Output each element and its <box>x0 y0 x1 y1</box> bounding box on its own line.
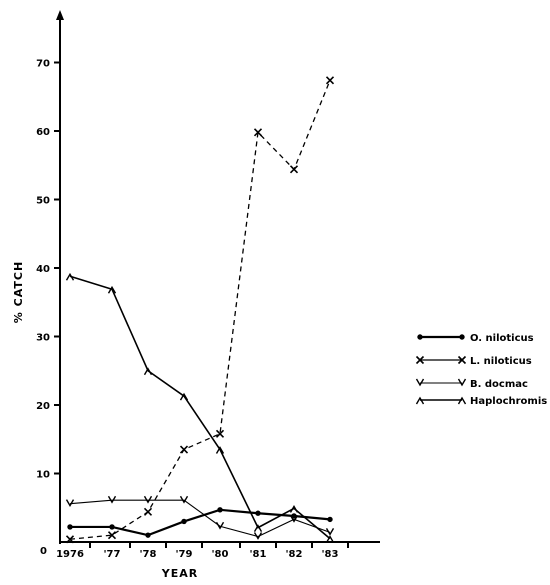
axes: 0 10 20 30 40 50 60 70 80 1976 '77 '78 '79 '80 '81 '82 '… <box>36 0 380 560</box>
legend-item: L. niloticus <box>415 355 532 367</box>
data-point <box>217 507 223 513</box>
y-tick-label: 80 <box>36 0 50 1</box>
legend-marker-end <box>457 355 467 365</box>
data-point <box>325 76 335 85</box>
data-point <box>179 392 189 401</box>
legend-item: O. niloticus <box>417 333 534 344</box>
data-point <box>65 499 75 508</box>
y-tick-label: 30 <box>36 333 50 344</box>
data-point <box>327 516 333 523</box>
data-point <box>289 165 299 174</box>
data-point <box>289 505 299 513</box>
y-axis-arrow <box>56 10 64 20</box>
series-line <box>69 80 331 540</box>
legend-label: Haplochromis <box>470 396 547 407</box>
data-point <box>107 495 117 504</box>
data-point <box>181 518 187 525</box>
data-point <box>325 535 335 543</box>
data-point <box>325 528 335 536</box>
legend-item: Haplochromis <box>415 396 547 407</box>
legend-marker-end <box>457 378 467 387</box>
series-line <box>69 275 331 540</box>
data-point <box>145 532 151 538</box>
data-point <box>143 495 153 504</box>
data-point <box>289 515 299 523</box>
y-axis-title: % CATCH <box>12 261 25 323</box>
series-line <box>70 508 331 537</box>
legend-marker-end <box>459 334 465 340</box>
legend-marker-start <box>417 334 423 340</box>
y-tick-label: 10 <box>36 470 50 481</box>
y-tick-label: 70 <box>36 59 50 70</box>
data-point <box>143 367 153 376</box>
legend-marker-start <box>415 355 425 365</box>
x-tick-label: '83 <box>322 549 339 560</box>
series-4 <box>65 272 335 543</box>
y-tick-label: 60 <box>36 127 50 138</box>
x-tick-label: '77 <box>104 549 121 560</box>
data-point <box>109 524 115 530</box>
series-line <box>69 499 331 538</box>
data-point <box>65 272 75 281</box>
data-point <box>179 495 189 504</box>
data-point <box>291 513 297 519</box>
y-tick-label: 50 <box>36 196 50 207</box>
legend-label: B. docmac <box>470 379 528 390</box>
data-point <box>253 524 263 532</box>
x-tick-label: '80 <box>212 549 229 560</box>
x-tick-label: '79 <box>176 549 193 560</box>
legend-marker-start <box>415 378 425 387</box>
legend-marker-start <box>415 396 425 405</box>
data-point <box>253 532 263 540</box>
series-2 <box>65 76 335 544</box>
data-point <box>143 507 153 516</box>
data-point <box>215 446 225 454</box>
legend-label: L. niloticus <box>470 356 532 367</box>
legend-item: B. docmac <box>415 378 528 390</box>
data-point <box>179 445 189 454</box>
series-1 <box>67 507 333 538</box>
data-point <box>215 521 225 530</box>
data-point <box>253 128 263 137</box>
y-tick-label: 20 <box>36 401 50 412</box>
x-tick-label: 1976 <box>56 549 84 560</box>
data-point <box>65 535 75 544</box>
data-point <box>107 531 117 540</box>
data-point <box>255 510 261 516</box>
x-tick-label: '82 <box>286 549 303 560</box>
legend: O. niloticus L. niloticus B. docmac Haploch… <box>415 333 547 407</box>
x-tick-label: '78 <box>140 549 157 560</box>
series-layer <box>65 76 335 544</box>
y-tick-label: 0 <box>40 546 47 557</box>
x-tick-label: '81 <box>250 549 267 560</box>
legend-marker-end <box>457 396 467 405</box>
data-point <box>107 285 117 294</box>
data-point <box>215 429 225 438</box>
data-point <box>67 524 73 530</box>
x-axis-title: YEAR <box>161 567 198 580</box>
y-tick-label: 40 <box>36 264 50 275</box>
legend-label: O. niloticus <box>470 333 534 344</box>
series-3 <box>65 495 335 540</box>
